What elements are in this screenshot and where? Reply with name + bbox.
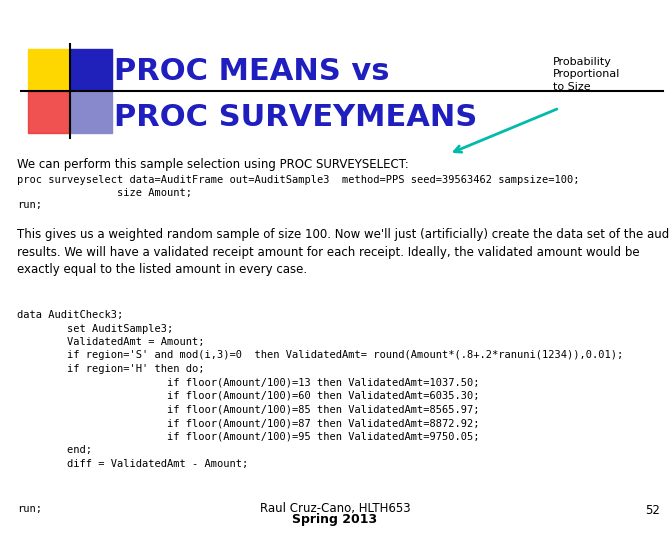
Text: PROC MEANS vs: PROC MEANS vs <box>114 57 389 86</box>
Text: We can perform this sample selection using PROC SURVEYSELECT:: We can perform this sample selection usi… <box>17 158 409 171</box>
Text: if floor(Amount/100)=60 then ValidatedAmt=6035.30;: if floor(Amount/100)=60 then ValidatedAm… <box>17 391 479 401</box>
Text: if floor(Amount/100)=85 then ValidatedAmt=8565.97;: if floor(Amount/100)=85 then ValidatedAm… <box>17 404 479 415</box>
Text: size Amount;: size Amount; <box>17 188 192 198</box>
Text: This gives us a weighted random sample of size 100. Now we'll just (artificially: This gives us a weighted random sample o… <box>17 228 670 276</box>
Text: ValidatedAmt = Amount;: ValidatedAmt = Amount; <box>17 337 204 347</box>
Text: Raul Cruz-Cano, HLTH653: Raul Cruz-Cano, HLTH653 <box>260 502 410 515</box>
Text: if floor(Amount/100)=13 then ValidatedAmt=1037.50;: if floor(Amount/100)=13 then ValidatedAm… <box>17 377 479 388</box>
Text: set AuditSample3;: set AuditSample3; <box>17 323 173 334</box>
Text: 52: 52 <box>645 504 660 517</box>
Text: run;: run; <box>17 504 42 514</box>
Text: diff = ValidatedAmt - Amount;: diff = ValidatedAmt - Amount; <box>17 458 248 469</box>
Text: data AuditCheck3;: data AuditCheck3; <box>17 310 123 320</box>
Text: if region='H' then do;: if region='H' then do; <box>17 364 204 374</box>
Bar <box>28 49 70 91</box>
Text: if floor(Amount/100)=87 then ValidatedAmt=8872.92;: if floor(Amount/100)=87 then ValidatedAm… <box>17 418 479 428</box>
Text: if region='S' and mod(i,3)=0  then ValidatedAmt= round(Amount*(.8+.2*ranuni(1234: if region='S' and mod(i,3)=0 then Valida… <box>17 350 623 361</box>
Text: Spring 2013: Spring 2013 <box>292 513 378 526</box>
Text: run;: run; <box>17 200 42 210</box>
Text: if floor(Amount/100)=95 then ValidatedAmt=9750.05;: if floor(Amount/100)=95 then ValidatedAm… <box>17 431 479 442</box>
Bar <box>70 91 112 133</box>
Bar <box>70 49 112 91</box>
Text: end;: end; <box>17 445 92 455</box>
Text: Probability
Proportional
to Size: Probability Proportional to Size <box>553 57 620 91</box>
Text: proc surveyselect data=AuditFrame out=AuditSample3  method=PPS seed=39563462 sam: proc surveyselect data=AuditFrame out=Au… <box>17 175 580 185</box>
Text: PROC SURVEYMEANS: PROC SURVEYMEANS <box>114 103 477 132</box>
Bar <box>28 91 70 133</box>
